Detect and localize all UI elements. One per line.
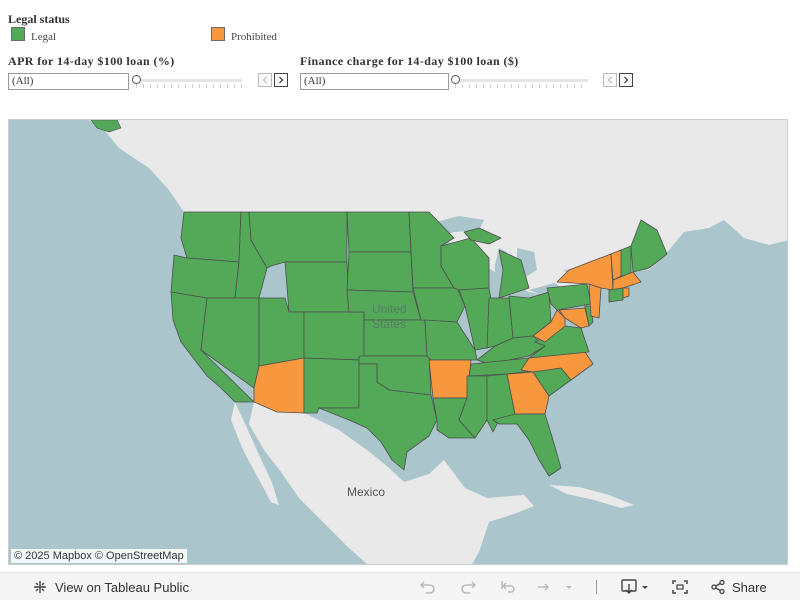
tableau-toolbar: View on Tableau Public Share bbox=[0, 572, 800, 600]
chevron-left-icon bbox=[262, 76, 267, 84]
state-IA bbox=[412, 287, 466, 323]
state-NH bbox=[620, 245, 632, 277]
finance-charge-filter: Finance charge for 14-day $100 loan ($) … bbox=[300, 52, 640, 92]
legal-status-legend: Legal status Legal Prohibited bbox=[8, 10, 308, 44]
finance-slider-thumb[interactable] bbox=[451, 75, 460, 84]
apr-slider-ticks bbox=[136, 84, 242, 88]
state-MT bbox=[248, 211, 348, 269]
lake-erie bbox=[529, 283, 561, 296]
state-WY bbox=[284, 261, 350, 313]
view-on-tableau-link[interactable]: View on Tableau Public bbox=[32, 579, 189, 595]
label-united-states-2: States bbox=[372, 317, 406, 331]
state-ND bbox=[346, 211, 412, 253]
revert-icon[interactable] bbox=[498, 578, 518, 596]
label-mexico: Mexico bbox=[347, 485, 385, 499]
redo-icon[interactable] bbox=[458, 578, 478, 596]
map-canvas: United States Mexico bbox=[9, 120, 787, 564]
state-WA bbox=[180, 211, 242, 263]
canada-land bbox=[9, 120, 787, 298]
apr-prev-button[interactable] bbox=[258, 73, 272, 87]
state-AR bbox=[428, 359, 472, 399]
state-SD bbox=[346, 251, 414, 293]
legend-label-prohibited: Prohibited bbox=[231, 31, 277, 43]
baja-land bbox=[231, 402, 279, 505]
state-PA bbox=[546, 283, 592, 311]
legend-title: Legal status bbox=[8, 12, 70, 26]
download-icon[interactable] bbox=[620, 578, 652, 596]
legend-swatch-legal bbox=[11, 27, 25, 41]
view-on-tableau-label: View on Tableau Public bbox=[55, 579, 189, 595]
map-view[interactable]: United States Mexico © 2025 Mapbox © Ope… bbox=[8, 119, 788, 565]
state-TX bbox=[318, 363, 438, 471]
apr-filter: APR for 14-day $100 loan (%) (All) bbox=[8, 52, 293, 92]
state-GA bbox=[506, 371, 550, 415]
region-ak-island bbox=[90, 120, 122, 133]
chevron-left-icon bbox=[607, 76, 612, 84]
chevron-right-icon bbox=[624, 76, 629, 84]
state-MI bbox=[498, 249, 530, 299]
state-NJ bbox=[588, 283, 602, 319]
share-label: Share bbox=[732, 579, 767, 595]
legend-label-legal: Legal bbox=[31, 31, 57, 43]
mexico-land bbox=[249, 402, 534, 564]
apr-slider-thumb[interactable] bbox=[132, 75, 141, 84]
state-AZ bbox=[253, 357, 305, 414]
cuba-land bbox=[549, 485, 634, 508]
tableau-logo-icon bbox=[34, 581, 46, 593]
legend-item-prohibited[interactable]: Prohibited bbox=[211, 26, 277, 43]
apr-filter-value[interactable]: (All) bbox=[8, 73, 129, 90]
finance-prev-button[interactable] bbox=[603, 73, 617, 87]
undo-icon[interactable] bbox=[418, 578, 438, 596]
finance-slider-ticks bbox=[455, 84, 588, 88]
legend-item-legal[interactable]: Legal bbox=[11, 26, 57, 43]
state-RI bbox=[622, 287, 630, 299]
apr-slider-track[interactable] bbox=[136, 79, 242, 82]
chevron-right-icon bbox=[279, 76, 284, 84]
legend-swatch-prohibited bbox=[211, 27, 225, 41]
finance-next-button[interactable] bbox=[619, 73, 633, 87]
state-VT bbox=[610, 249, 622, 281]
share-button[interactable]: Share bbox=[710, 579, 767, 595]
finance-filter-value[interactable]: (All) bbox=[300, 73, 449, 90]
fullscreen-icon[interactable] bbox=[670, 578, 690, 596]
state-NM bbox=[303, 357, 360, 414]
state-MD bbox=[558, 307, 590, 329]
finance-slider-track[interactable] bbox=[455, 79, 588, 82]
state-OR bbox=[170, 254, 240, 299]
label-united-states-1: United bbox=[372, 302, 407, 316]
state-MI-UP bbox=[463, 227, 502, 245]
state-MA bbox=[612, 271, 642, 291]
toolbar-divider bbox=[596, 580, 597, 594]
finance-filter-title: Finance charge for 14-day $100 loan ($) bbox=[300, 54, 519, 68]
state-FL bbox=[492, 413, 562, 477]
state-NC bbox=[520, 351, 594, 381]
apr-filter-title: APR for 14-day $100 loan (%) bbox=[8, 54, 175, 68]
chevron-down-icon[interactable] bbox=[562, 578, 576, 596]
state-CT bbox=[608, 287, 624, 303]
share-icon bbox=[711, 579, 725, 595]
refresh-icon[interactable] bbox=[534, 578, 554, 596]
apr-next-button[interactable] bbox=[274, 73, 288, 87]
map-attribution[interactable]: © 2025 Mapbox © OpenStreetMap bbox=[11, 549, 187, 563]
state-CO bbox=[303, 311, 365, 361]
